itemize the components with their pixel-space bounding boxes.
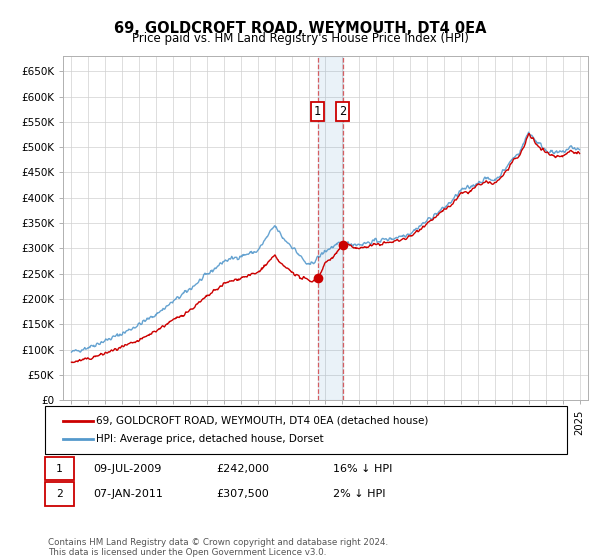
- Text: 2: 2: [340, 105, 347, 118]
- Text: 1: 1: [314, 105, 321, 118]
- Text: 2: 2: [56, 489, 63, 499]
- Text: 07-JAN-2011: 07-JAN-2011: [93, 489, 163, 499]
- Text: 16% ↓ HPI: 16% ↓ HPI: [333, 464, 392, 474]
- Text: £307,500: £307,500: [216, 489, 269, 499]
- Text: 09-JUL-2009: 09-JUL-2009: [93, 464, 161, 474]
- Text: 1: 1: [56, 464, 63, 474]
- Text: Price paid vs. HM Land Registry's House Price Index (HPI): Price paid vs. HM Land Registry's House …: [131, 32, 469, 45]
- Text: 2% ↓ HPI: 2% ↓ HPI: [333, 489, 386, 499]
- Text: HPI: Average price, detached house, Dorset: HPI: Average price, detached house, Dors…: [96, 434, 323, 444]
- Text: 69, GOLDCROFT ROAD, WEYMOUTH, DT4 0EA: 69, GOLDCROFT ROAD, WEYMOUTH, DT4 0EA: [114, 21, 486, 36]
- Text: 69, GOLDCROFT ROAD, WEYMOUTH, DT4 0EA (detached house): 69, GOLDCROFT ROAD, WEYMOUTH, DT4 0EA (d…: [96, 416, 428, 426]
- Text: Contains HM Land Registry data © Crown copyright and database right 2024.
This d: Contains HM Land Registry data © Crown c…: [48, 538, 388, 557]
- Text: £242,000: £242,000: [216, 464, 269, 474]
- Bar: [317, 56, 343, 400]
